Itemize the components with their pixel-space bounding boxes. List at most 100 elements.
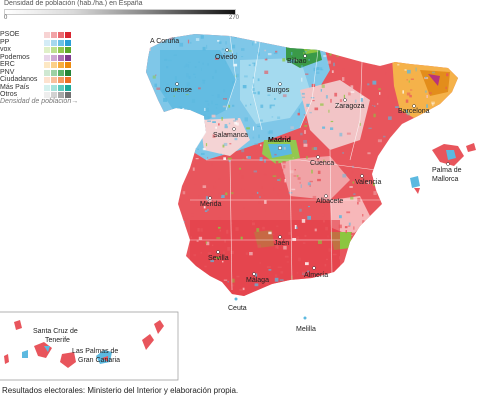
municipality-speck [305, 73, 309, 75]
municipality-speck [365, 267, 367, 269]
legend-swatches [44, 62, 72, 68]
municipality-speck [376, 275, 380, 278]
municipality-speck [357, 202, 359, 205]
municipality-speck [361, 96, 364, 99]
municipality-speck [213, 185, 217, 188]
municipality-speck [320, 89, 322, 92]
municipality-speck [408, 140, 413, 145]
municipality-speck [284, 179, 286, 183]
municipality-speck [423, 169, 425, 173]
municipality-speck [290, 46, 293, 48]
municipality-speck [173, 54, 177, 56]
municipality-speck [175, 186, 178, 191]
municipality-speck [165, 128, 167, 131]
city-labels: A Coruña Oviedo Bilbao Ourense Burgos Za… [33, 38, 462, 364]
municipality-speck [166, 117, 169, 120]
municipality-speck [165, 118, 167, 122]
city-malaga: Málaga [246, 277, 269, 284]
municipality-speck [244, 117, 248, 122]
legend-row: PP [0, 39, 90, 48]
municipality-speck [342, 173, 347, 178]
municipality-speck [147, 129, 150, 132]
peninsula-regions [146, 34, 458, 298]
municipality-speck [262, 217, 265, 220]
municipality-speck [373, 191, 377, 195]
density-legend-title: Densidad de población (hab./ha.) en Espa… [4, 0, 143, 7]
municipality-speck [347, 278, 349, 282]
municipality-speck [220, 161, 222, 163]
municipality-speck [233, 120, 236, 122]
municipality-speck [276, 225, 279, 228]
municipality-speck [445, 183, 449, 186]
municipality-speck [394, 256, 398, 261]
municipality-speck [339, 99, 343, 102]
municipality-speck [408, 230, 412, 234]
municipality-speck [252, 83, 255, 87]
municipality-speck [178, 165, 181, 167]
municipality-speck [193, 254, 197, 257]
municipality-speck [181, 227, 185, 232]
municipality-speck [298, 257, 301, 262]
municipality-speck [200, 296, 201, 298]
legend-row: Podemos [0, 54, 90, 63]
municipality-speck [251, 170, 256, 173]
municipality-speck [434, 203, 439, 206]
municipality-speck [178, 105, 182, 110]
municipality-speck [377, 139, 382, 143]
legend-swatch [65, 77, 71, 83]
municipality-speck [205, 241, 207, 244]
municipality-speck [177, 198, 181, 201]
municipality-speck [319, 279, 323, 284]
municipality-speck [234, 122, 237, 125]
municipality-speck [234, 35, 237, 39]
municipality-speck [362, 214, 364, 217]
legend-swatches [44, 54, 72, 61]
municipality-speck [286, 261, 289, 263]
municipality-speck [348, 222, 351, 226]
municipality-speck [156, 234, 158, 237]
legend-density-note: Densidad de población→ [0, 98, 79, 105]
municipality-speck [358, 177, 360, 180]
city-melilla: Melilla [296, 326, 316, 333]
municipality-speck [245, 252, 248, 255]
legend-party-label: PSOE [0, 31, 20, 38]
municipality-speck [186, 87, 189, 91]
municipality-speck [345, 230, 347, 234]
legend-swatch [51, 69, 57, 76]
municipality-speck [307, 270, 310, 273]
municipality-speck [324, 263, 327, 267]
municipality-speck [221, 48, 224, 51]
municipality-speck [323, 220, 325, 223]
municipality-speck [408, 56, 410, 59]
municipality-speck [159, 113, 164, 116]
municipality-speck [156, 202, 158, 205]
legend-swatch [44, 54, 50, 61]
municipality-speck [356, 39, 358, 42]
legend-swatch [58, 92, 64, 98]
municipality-speck [151, 124, 153, 127]
municipality-speck [212, 76, 214, 79]
municipality-speck [423, 182, 426, 186]
municipality-speck [274, 277, 279, 282]
city-palma-line1: Palma de [432, 167, 462, 174]
municipality-speck [408, 80, 410, 83]
municipality-speck [163, 153, 165, 158]
municipality-speck [150, 112, 155, 116]
municipality-speck [195, 38, 200, 41]
municipality-speck [329, 98, 334, 100]
municipality-speck [399, 131, 402, 133]
municipality-speck [415, 216, 417, 219]
municipality-speck [289, 170, 294, 174]
legend-swatch [65, 69, 71, 76]
city-las-palmas-line1: Las Palmas de [72, 348, 118, 355]
municipality-speck [222, 144, 225, 148]
municipality-speck [169, 294, 172, 296]
municipality-speck [420, 267, 423, 271]
municipality-speck [272, 175, 277, 177]
municipality-speck [419, 171, 422, 176]
municipality-speck [168, 287, 171, 290]
municipality-speck [293, 282, 297, 286]
municipality-speck [215, 126, 217, 129]
legend-swatch [51, 62, 57, 68]
legend-swatch [51, 39, 57, 46]
